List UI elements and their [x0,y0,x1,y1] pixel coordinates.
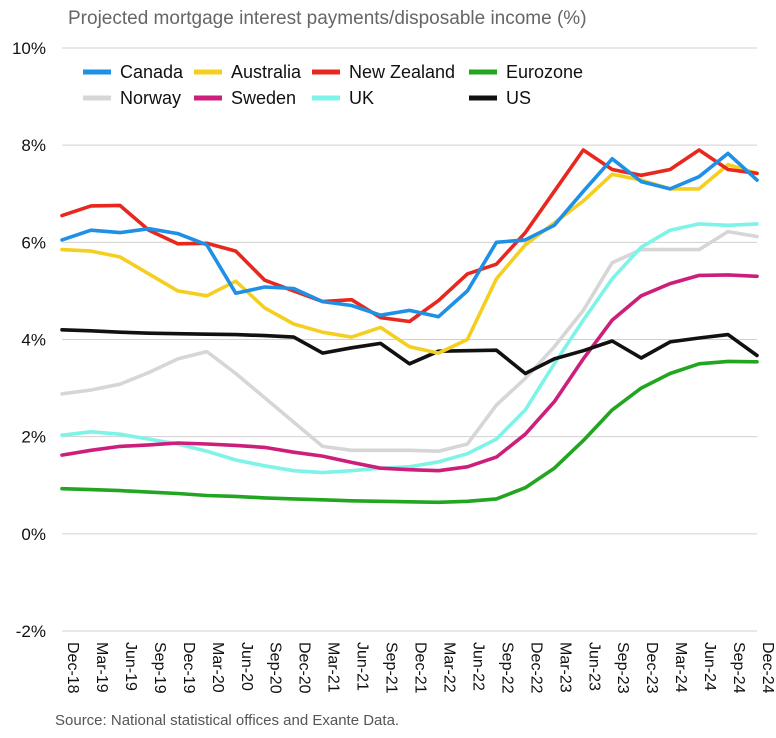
legend-label-new-zealand: New Zealand [349,62,455,82]
x-tick-label: Dec-22 [527,642,544,694]
x-tick-label: Mar-20 [209,642,226,693]
series-line-australia [60,162,759,355]
series-line-norway [60,229,759,454]
series-lines [60,148,759,505]
x-tick-label: Mar-21 [325,642,342,693]
y-tick-label: 4% [21,331,46,350]
source-note: Source: National statistical offices and… [55,712,400,729]
y-tick-label: -2% [16,622,46,641]
y-tick-label: 8% [21,136,46,155]
legend-label-sweden: Sweden [231,88,296,108]
chart-title: Projected mortgage interest payments/dis… [68,8,587,29]
x-tick-label: Sep-19 [151,642,168,694]
series-line-canada [60,151,759,319]
line-chart: -2% 0% 2% 4% 6% 8% 10% Dec-18 Mar-19 Jun-19 Sep-1… [12,39,776,694]
x-tick-label: Jun-23 [585,642,602,691]
series-line-us [60,327,759,376]
x-tick-label: Jun-22 [469,642,486,691]
y-tick-label: 6% [21,233,46,252]
x-tick-label: Dec-20 [296,642,313,694]
y-tick-label: 0% [21,525,46,544]
x-tick-label: Jun-19 [122,642,139,691]
x-tick-label: Dec-21 [412,642,429,694]
x-tick-label: Sep-22 [498,642,515,694]
x-tick-label: Sep-21 [383,642,400,694]
x-tick-label: Dec-24 [759,642,776,694]
x-axis-ticks: Dec-18 Mar-19 Jun-19 Sep-19 Dec-19 Mar-20 Jun-… [64,642,776,694]
x-tick-label: Sep-20 [267,642,284,694]
x-tick-label: Dec-19 [180,642,197,694]
legend-label-australia: Australia [231,62,302,82]
x-tick-label: Jun-24 [701,642,718,691]
legend-label-eurozone: Eurozone [506,62,583,82]
legend: Canada Australia New Zealand Eurozone Norway… [83,62,583,108]
x-tick-label: Jun-20 [238,642,255,691]
x-tick-label: Sep-24 [730,642,747,694]
legend-label-us: US [506,88,531,108]
series-line-eurozone [60,359,759,505]
legend-label-canada: Canada [120,62,184,82]
series-line-new-zealand [60,148,759,324]
gridlines [62,47,757,632]
series-line-sweden [60,273,759,473]
y-tick-label: 10% [12,39,46,58]
y-tick-label: 2% [21,428,46,447]
x-tick-label: Dec-18 [64,642,81,694]
legend-label-norway: Norway [120,88,181,108]
y-axis-ticks: -2% 0% 2% 4% 6% 8% 10% [12,39,46,641]
x-tick-label: Dec-23 [643,642,660,694]
x-tick-label: Mar-22 [440,642,457,693]
x-tick-label: Jun-21 [354,642,371,691]
x-tick-label: Mar-24 [672,642,689,693]
x-tick-label: Mar-23 [556,642,573,693]
x-tick-label: Sep-23 [614,642,631,694]
legend-label-uk: UK [349,88,374,108]
x-tick-label: Mar-19 [93,642,110,693]
